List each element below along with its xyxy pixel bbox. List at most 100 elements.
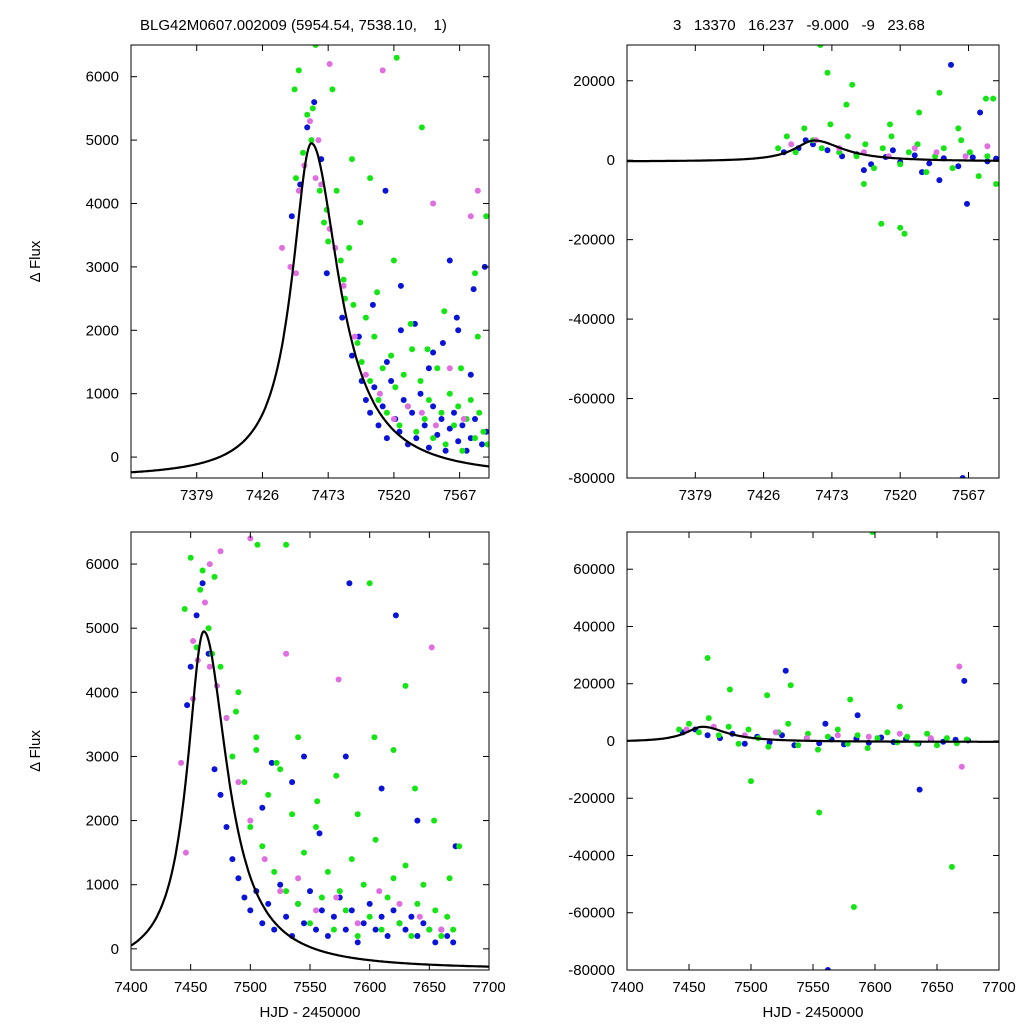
data-point-violet [182, 849, 189, 856]
y-tick-label: -20000 [568, 790, 615, 807]
data-point-blue [439, 340, 446, 346]
y-tick-label: -60000 [568, 905, 615, 922]
y-tick-label: -60000 [568, 391, 615, 408]
data-point-blue [824, 147, 831, 154]
plot-frame [130, 44, 490, 479]
data-point-green [396, 920, 403, 927]
data-point-green [333, 187, 340, 194]
data-point-violet [418, 409, 425, 416]
data-point-blue [446, 425, 453, 432]
data-point-green [874, 735, 881, 742]
data-point-green [378, 926, 385, 933]
data-point-green [253, 747, 260, 753]
x-tick-label: 7550 [796, 979, 829, 996]
data-point-green [456, 843, 463, 850]
data-point-green [318, 894, 325, 901]
data-point-blue [413, 435, 420, 442]
data-point-violet [376, 888, 383, 895]
y-tick-label: 4000 [86, 195, 119, 212]
data-point-green [181, 606, 188, 612]
y-axis-label: Δ Flux [27, 730, 44, 772]
data-point-blue [955, 163, 962, 170]
data-point-blue [247, 907, 254, 914]
data-point-violet [379, 67, 386, 74]
data-point-green [966, 149, 973, 156]
data-point-green [426, 926, 433, 933]
data-point-green [390, 257, 397, 264]
data-point-violet [834, 732, 841, 739]
plot-frame [626, 44, 1000, 479]
y-tick-label: 5000 [86, 620, 119, 637]
data-point-green [726, 686, 733, 693]
data-point-violet [190, 638, 197, 644]
data-point-green [850, 904, 857, 910]
data-point-violet [467, 213, 474, 220]
x-tick-label: 7450 [672, 979, 705, 996]
data-point-green [421, 416, 428, 422]
data-point-green [949, 165, 956, 172]
x-tick-label: 7600 [353, 979, 386, 996]
y-tick-label: 6000 [86, 69, 119, 86]
data-point-green [354, 933, 361, 939]
data-point-green [438, 409, 445, 416]
data-point-green [676, 726, 683, 733]
data-point-blue [371, 384, 378, 391]
data-point-green [324, 868, 331, 875]
data-point-green [764, 692, 771, 699]
data-point-blue [211, 766, 218, 773]
data-point-violet [206, 561, 213, 568]
data-point-green [374, 289, 381, 296]
data-point-green [467, 397, 474, 403]
data-point-green [425, 397, 432, 403]
data-point-green [993, 181, 999, 187]
data-point-green [253, 734, 260, 741]
data-point-green [316, 187, 323, 194]
data-point-blue [463, 447, 470, 454]
y-tick-label: -40000 [568, 311, 615, 328]
data-point-violet [333, 894, 340, 901]
data-point-blue [323, 270, 330, 277]
x-tick-label: 7426 [246, 487, 279, 504]
data-point-green [383, 409, 390, 416]
x-tick-label: 7400 [114, 979, 147, 996]
model-curve [131, 142, 489, 474]
data-point-violet [788, 141, 795, 148]
data-point-green [816, 809, 823, 816]
x-tick-label: 7379 [679, 487, 712, 504]
y-tick-label: 40000 [573, 618, 615, 635]
data-point-violet [223, 715, 230, 721]
data-point-green [337, 257, 344, 264]
data-point-green [291, 86, 298, 93]
data-point-green [446, 875, 453, 882]
data-point-blue [259, 920, 266, 927]
data-point-violet [474, 187, 481, 194]
data-point-blue [409, 409, 416, 416]
data-point-blue [268, 759, 275, 766]
data-point-green [348, 856, 355, 863]
data-point-blue [187, 663, 194, 670]
data-point-green [241, 779, 248, 786]
data-point-green [314, 798, 321, 805]
y-tick-label: 0 [607, 733, 615, 750]
data-point-blue [372, 926, 379, 933]
y-tick-label: -80000 [568, 470, 615, 487]
data-point-green [413, 428, 420, 435]
data-point-green [801, 125, 808, 132]
data-point-green [787, 682, 794, 689]
data-point-blue [390, 907, 397, 914]
data-point-green [901, 230, 908, 237]
model-curve [131, 630, 489, 968]
data-point-blue [741, 740, 748, 747]
data-point-violet [247, 817, 254, 824]
data-point-violet [217, 548, 224, 555]
data-point-green [354, 811, 361, 818]
y-tick-label: 6000 [86, 556, 119, 573]
data-point-violet [984, 143, 991, 150]
y-tick-label: 1000 [86, 877, 119, 894]
data-point-blue [316, 830, 323, 837]
data-point-green [384, 894, 391, 901]
data-point-blue [265, 900, 272, 907]
x-tick-label: 7473 [311, 487, 344, 504]
data-point-green [904, 733, 911, 740]
data-point-blue [459, 422, 466, 429]
